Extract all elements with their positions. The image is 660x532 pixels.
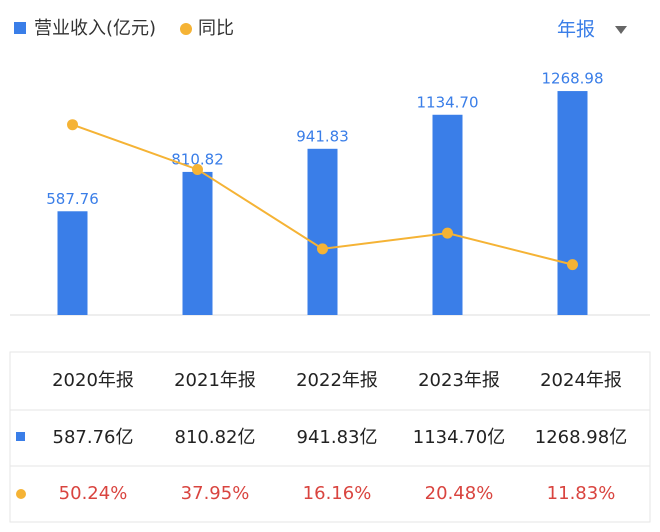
table-header: 2020年报 <box>52 370 134 391</box>
line-point <box>192 163 203 175</box>
table-cell: 941.83亿 <box>297 427 378 448</box>
line-point <box>67 119 78 131</box>
bar <box>182 171 213 315</box>
line-point <box>442 227 453 239</box>
legend-label: 营业收入(亿元) <box>34 18 156 39</box>
dropdown-arrow[interactable] <box>615 26 627 34</box>
bar-value-label: 1134.70 <box>416 93 478 111</box>
table-header: 2023年报 <box>418 370 500 391</box>
table-cell: 1134.70亿 <box>413 427 505 448</box>
table-cell: 16.16% <box>303 483 372 504</box>
legend-label: 同比 <box>198 18 234 39</box>
line-point <box>317 243 328 255</box>
bar-value-label: 941.83 <box>296 127 349 145</box>
table-border <box>9 351 651 523</box>
table-header: 2024年报 <box>540 370 622 391</box>
bar <box>432 114 463 316</box>
table-cell: 20.48% <box>425 483 494 504</box>
table-header: 2021年报 <box>174 370 256 391</box>
row-icon-line <box>16 489 26 499</box>
bar-value-label: 1268.98 <box>541 70 603 88</box>
table-cell: 37.95% <box>181 483 250 504</box>
bar <box>307 148 338 315</box>
bar <box>557 91 588 316</box>
bar-value-label: 587.76 <box>46 190 99 208</box>
table-cell: 810.82亿 <box>175 427 256 448</box>
bar <box>57 211 88 315</box>
table-header: 2022年报 <box>296 370 378 391</box>
legend-swatch-line <box>180 23 192 35</box>
line-point <box>567 259 578 271</box>
table-cell: 587.76亿 <box>53 427 134 448</box>
row-icon-bar <box>16 432 25 441</box>
table-cell: 1268.98亿 <box>535 427 627 448</box>
table-cell: 50.24% <box>59 483 128 504</box>
legend-swatch-bar <box>14 22 26 34</box>
period-selector[interactable]: 年报 <box>557 19 595 41</box>
table-cell: 11.83% <box>547 483 616 504</box>
